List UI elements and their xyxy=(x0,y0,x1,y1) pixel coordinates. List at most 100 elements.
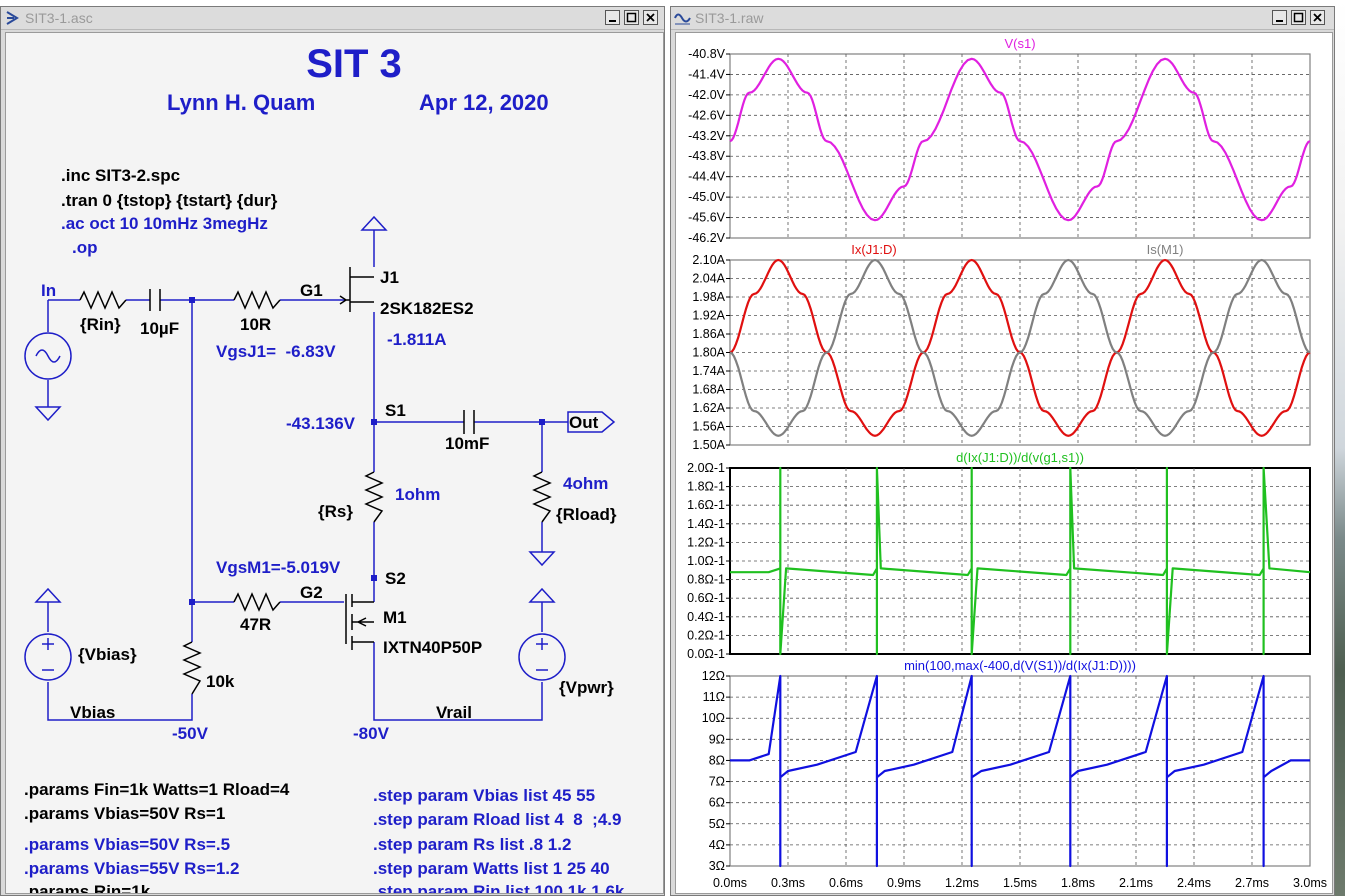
step-line-4[interactable]: .step param Watts list 1 25 40 xyxy=(373,859,610,878)
label-rload[interactable]: {Rload} xyxy=(556,505,617,524)
waveform-titlebar[interactable]: SIT3-1.raw xyxy=(671,7,1334,30)
y-tick-label: 2.10A xyxy=(692,253,725,267)
trace-2-2[interactable] xyxy=(729,258,1311,437)
x-tick-label: 2.1ms xyxy=(1119,876,1153,890)
y-tick-label: 1.80A xyxy=(692,346,725,360)
directive-inc[interactable]: .inc SIT3-2.spc xyxy=(61,166,180,185)
capacitor-c2[interactable] xyxy=(463,410,475,434)
param-line-3[interactable]: .params Vbias=50V Rs=.5 xyxy=(24,835,230,854)
voltage-source-vbias[interactable] xyxy=(24,633,72,681)
schematic-window[interactable]: SIT3-1.asc SIT 3 Lynn H. Quam Apr 12, 20… xyxy=(0,6,665,896)
trace-title[interactable]: Ix(J1:D) xyxy=(851,242,897,257)
x-tick-label: 1.5ms xyxy=(1003,876,1037,890)
y-tick-label: -43.8V xyxy=(688,149,725,163)
label-rload-value: 4ohm xyxy=(563,474,608,493)
param-line-1[interactable]: .params Fin=1k Watts=1 Rload=4 xyxy=(24,780,290,799)
mosfet-m1[interactable] xyxy=(345,594,374,650)
resistor-rin[interactable] xyxy=(79,290,127,310)
label-m1-model[interactable]: IXTN40P50P xyxy=(383,638,482,657)
y-tick-label: 0.4Ω-1 xyxy=(687,610,725,624)
plot-pane-4[interactable] xyxy=(729,675,1311,867)
label-j1-model[interactable]: 2SK182ES2 xyxy=(380,299,474,318)
y-tick-label: -41.4V xyxy=(688,67,725,81)
y-tick-label: 7Ω xyxy=(709,775,725,789)
waveform-window-title: SIT3-1.raw xyxy=(695,10,764,26)
y-tick-label: 8Ω xyxy=(709,753,725,767)
x-tick-label: 1.8ms xyxy=(1061,876,1095,890)
y-tick-label: 2.0Ω-1 xyxy=(687,461,725,475)
x-tick-label: 0.9ms xyxy=(887,876,921,890)
y-tick-label: 11Ω xyxy=(703,690,725,704)
close-button[interactable] xyxy=(1310,10,1325,25)
directive-op[interactable]: .op xyxy=(72,238,98,257)
trace-1-1[interactable] xyxy=(729,57,1311,222)
label-j1[interactable]: J1 xyxy=(380,268,399,287)
trace-4-1[interactable] xyxy=(730,674,1310,868)
label-rin[interactable]: {Rin} xyxy=(80,315,121,334)
param-line-5[interactable]: .params Rin=1k xyxy=(24,882,151,894)
y-tick-label: 1.86A xyxy=(692,327,725,341)
y-tick-label: 2.04A xyxy=(692,272,725,286)
label-rs[interactable]: {Rs} xyxy=(318,502,353,521)
rail-symbol-vbias xyxy=(34,587,62,603)
resistor-r10k[interactable] xyxy=(182,641,202,695)
label-r10k[interactable]: 10k xyxy=(206,672,235,691)
label-m1[interactable]: M1 xyxy=(383,608,407,627)
label-r47[interactable]: 47R xyxy=(240,615,271,634)
y-tick-label: -44.4V xyxy=(688,170,725,184)
maximize-button[interactable] xyxy=(1291,10,1306,25)
resistor-r47[interactable] xyxy=(233,592,281,612)
schematic-titlebar[interactable]: SIT3-1.asc xyxy=(1,7,664,30)
directive-tran[interactable]: .tran 0 {tstop} {tstart} {dur} xyxy=(61,191,278,210)
waveform-canvas[interactable]: -40.8V -41.4V -42.0V -42.6V -43.2V -43.8V -44.… xyxy=(675,32,1333,894)
jfet-j1[interactable] xyxy=(339,267,374,312)
out-port-flag[interactable] xyxy=(567,411,616,433)
param-line-4[interactable]: .params Vbias=55V Rs=1.2 xyxy=(24,859,239,878)
close-button[interactable] xyxy=(643,10,658,25)
directive-ac[interactable]: .ac oct 10 10mHz 3megHz xyxy=(61,214,268,233)
step-line-1[interactable]: .step param Vbias list 45 55 xyxy=(373,786,595,805)
y-tick-label: 0.8Ω-1 xyxy=(687,573,725,587)
y-tick-label: 1.98A xyxy=(692,290,725,304)
schematic-canvas[interactable]: SIT 3 Lynn H. Quam Apr 12, 2020 .inc SIT… xyxy=(5,32,664,894)
resistor-rload[interactable] xyxy=(532,471,552,523)
param-line-2[interactable]: .params Vbias=50V Rs=1 xyxy=(24,804,225,823)
capacitor-c1[interactable] xyxy=(149,289,161,311)
trace-3-1[interactable] xyxy=(730,466,1311,656)
y-tick-label: 6Ω xyxy=(709,796,725,810)
step-line-2[interactable]: .step param Rload list 4 8 ;4.9 xyxy=(373,810,621,829)
junction-dots xyxy=(189,297,545,605)
step-line-5[interactable]: .step param Rin list 100 1k 1.6k xyxy=(373,882,625,894)
schematic-wires xyxy=(47,230,568,721)
step-line-3[interactable]: .step param Rs list .8 1.2 xyxy=(373,835,571,854)
y-tick-label: 1.92A xyxy=(692,309,725,323)
y-tick-label: 10Ω xyxy=(702,711,725,725)
schematic-title: SIT 3 xyxy=(306,42,402,86)
label-vpwr-source[interactable]: {Vpwr} xyxy=(559,678,614,697)
trace-title[interactable]: d(Ix(J1:D))/d(v(g1,s1)) xyxy=(956,450,1084,465)
trace-title[interactable]: Is(M1) xyxy=(1147,242,1184,257)
label-vbias-source[interactable]: {Vbias} xyxy=(78,645,137,664)
y-tick-label: 0.2Ω-1 xyxy=(687,628,725,642)
label-s1-voltage: -43.136V xyxy=(286,414,356,433)
label-vbias-net: Vbias xyxy=(70,703,115,722)
voltage-source-in[interactable] xyxy=(24,332,72,380)
y-tick-label: -42.6V xyxy=(688,108,725,122)
label-c2[interactable]: 10mF xyxy=(445,434,489,453)
y-tick-label: 3Ω xyxy=(709,859,725,873)
label-r10[interactable]: 10R xyxy=(240,315,271,334)
x-tick-label: 0.0ms xyxy=(713,876,747,890)
waveform-window[interactable]: SIT3-1.raw -40.8V -41.4V -42.0V -42.6V -43.2… xyxy=(670,6,1335,896)
resistor-rs[interactable] xyxy=(364,471,384,523)
y-tick-label: 0.0Ω-1 xyxy=(687,647,725,661)
minimize-button[interactable] xyxy=(1272,10,1287,25)
maximize-button[interactable] xyxy=(624,10,639,25)
label-j1-current: -1.811A xyxy=(387,330,447,349)
voltage-source-vpwr[interactable] xyxy=(518,633,566,681)
y-tick-label: -40.8V xyxy=(688,47,725,61)
trace-title[interactable]: V(s1) xyxy=(1004,36,1035,51)
trace-title[interactable]: min(100,max(-400,d(V(S1))/d(Ix(J1:D)))) xyxy=(904,658,1136,673)
resistor-r10[interactable] xyxy=(233,290,281,310)
minimize-button[interactable] xyxy=(605,10,620,25)
label-c1[interactable]: 10µF xyxy=(140,319,179,338)
